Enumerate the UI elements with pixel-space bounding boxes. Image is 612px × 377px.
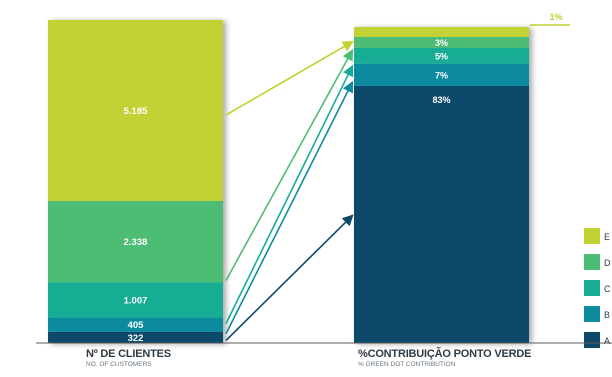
right-caption-main: %CONTRIBUIÇÃO PONTO VERDE [358,348,532,360]
right-caption-sub: % GREEN DOT CONTRIBUTION [358,361,456,368]
contribution-bar-segment-b [354,63,529,86]
legend-label-e: E [604,232,610,242]
legend-label-c: C [604,284,611,294]
legend-swatch-b [584,306,600,322]
legend-swatch-c [584,280,600,296]
legend-label-b: B [604,310,610,320]
contribution-label-d: 3% [435,38,448,48]
customers-label-e: 5.185 [124,106,148,117]
customers-label-b: 405 [128,320,145,331]
contribution-bar-segment-d [354,37,529,48]
customers-bar-segment-b [48,317,223,332]
legend-label-d: D [604,258,611,268]
legend-swatch-d [584,254,600,270]
flow-arrow-d [225,49,354,281]
right-axis-caption: %CONTRIBUIÇÃO PONTO VERDE % GREEN DOT CO… [358,349,531,369]
flow-arrow-c [225,64,354,324]
contribution-bar-segment-e [354,27,529,37]
flow-arrow-e [225,40,354,116]
left-caption-main: Nº DE CLIENTES [86,348,171,360]
contribution-label-c: 5% [435,51,448,61]
contribution-label-e: 1% [549,12,562,22]
flow-arrow-b [225,80,354,335]
customers-bar-segment-a [48,331,223,343]
contribution-bar-stack [354,27,529,344]
left-caption-sub: NO. OF CUSTOMERS [86,361,152,368]
customers-label-d: 2.338 [124,237,148,248]
legend-label-a: A [604,336,610,346]
contribution-label-b: 7% [435,70,448,80]
contribution-label-a: 83% [432,95,450,105]
customers-bar-segment-c [48,282,223,318]
customers-label-a: 322 [128,333,144,344]
left-axis-caption: Nº DE CLIENTES NO. OF CUSTOMERS [86,349,171,369]
legend-swatch-a [584,332,600,348]
customers-label-c: 1.007 [124,296,148,307]
contribution-bar-segment-a [354,85,529,344]
flow-arrow-a [225,214,354,341]
contribution-bar-segment-c [354,48,529,64]
legend-swatch-e [584,228,600,244]
customers-bar-segment-e [48,20,223,201]
customers-bar-segment-d [48,200,223,283]
customers-bar-stack [48,20,223,343]
